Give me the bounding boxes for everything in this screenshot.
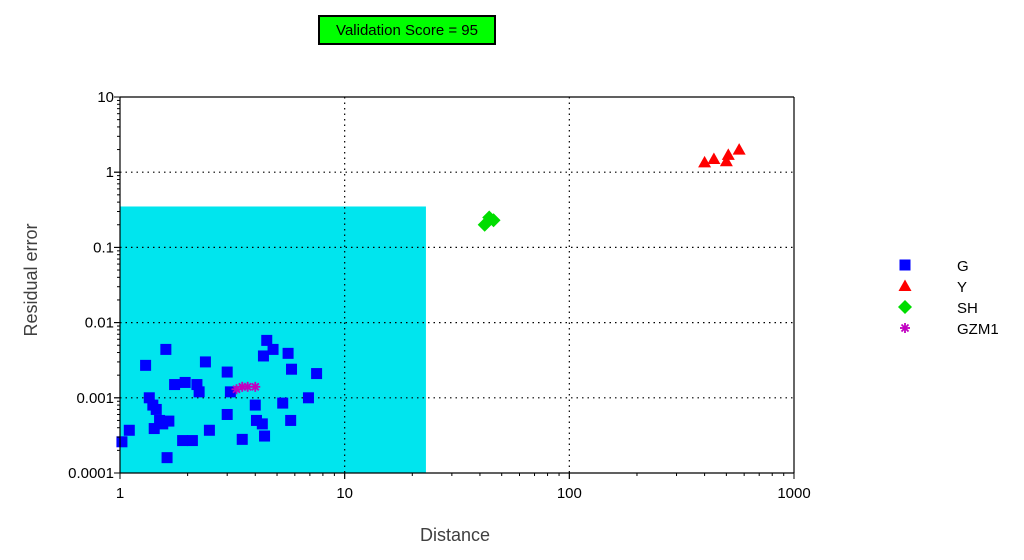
point-g-6: [148, 423, 160, 435]
y-axis-label: Residual error: [21, 223, 41, 336]
point-g-16: [191, 379, 203, 391]
legend-label-sh: SH: [957, 300, 978, 317]
point-g-19: [203, 424, 215, 436]
y-tick-label-4: 1: [106, 164, 114, 181]
legend-marker-y: [898, 279, 912, 291]
point-g-11: [163, 415, 175, 427]
axis-layer: 1 10 100 1000 0.0001 0.001 0.01 0.1 1 10 Distance R…: [21, 89, 811, 545]
point-g-24: [249, 399, 261, 411]
legend-label-g: G: [957, 258, 969, 275]
point-g-9: [160, 343, 172, 355]
point-g-25: [250, 414, 262, 426]
legend-label-y: Y: [957, 279, 967, 296]
x-tick-label-2: 100: [557, 485, 582, 502]
point-g-22: [224, 386, 236, 398]
point-g-21: [221, 408, 233, 420]
point-y-4: [732, 143, 746, 155]
validation-score-badge: Validation Score = 95: [318, 15, 496, 45]
point-g-3: [143, 392, 155, 404]
point-g-27: [257, 350, 269, 362]
point-g-34: [285, 414, 297, 426]
grid-layer: [120, 97, 794, 473]
point-g-33: [286, 363, 298, 375]
point-y-2: [719, 154, 733, 167]
point-g-0: [116, 436, 128, 448]
point-g-32: [282, 347, 294, 359]
acceptance-region: [120, 206, 426, 473]
point-g-28: [259, 430, 271, 442]
point-g-30: [267, 343, 279, 355]
legend-marker-sh: [898, 300, 912, 314]
point-sh-2: [486, 213, 501, 228]
point-g-2: [140, 359, 152, 371]
point-g-20: [221, 366, 233, 378]
point-g-29: [261, 334, 273, 346]
point-gzm1-3: [250, 381, 261, 392]
point-g-15: [186, 435, 198, 447]
legend-marker-gzm1: [900, 323, 910, 333]
point-y-0: [698, 155, 712, 168]
point-g-35: [302, 392, 314, 404]
point-g-10: [161, 452, 173, 464]
y-tick-label-2: 0.01: [85, 315, 114, 332]
point-g-23: [236, 433, 248, 445]
point-g-5: [150, 403, 162, 415]
point-y-1: [707, 152, 721, 164]
highlight-region-layer: [120, 206, 426, 473]
point-g-31: [277, 397, 289, 409]
point-g-17: [193, 386, 205, 398]
x-tick-label-3: 1000: [777, 485, 810, 502]
point-g-14: [179, 376, 191, 388]
x-tick-label-1: 10: [336, 485, 353, 502]
point-g-26: [256, 418, 268, 430]
point-gzm1-2: [242, 381, 253, 392]
y-tick-label-5: 10: [97, 89, 114, 106]
point-g-12: [169, 379, 181, 391]
point-g-36: [311, 368, 323, 380]
legend-marker-g: [899, 259, 911, 271]
x-tick-label-0: 1: [116, 485, 124, 502]
legend-label-gzm1: GZM1: [957, 321, 999, 338]
point-y-3: [721, 148, 735, 160]
points-layer: [116, 143, 746, 464]
y-tick-label-3: 0.1: [93, 239, 114, 256]
y-tick-label-0: 0.0001: [68, 465, 114, 482]
point-g-18: [199, 356, 211, 368]
point-g-13: [177, 435, 189, 447]
y-tick-label-1: 0.001: [76, 390, 114, 407]
point-g-1: [123, 424, 135, 436]
legend: GY SH GZM1: [898, 258, 999, 338]
point-g-8: [157, 418, 169, 430]
x-axis-label: Distance: [420, 525, 490, 545]
